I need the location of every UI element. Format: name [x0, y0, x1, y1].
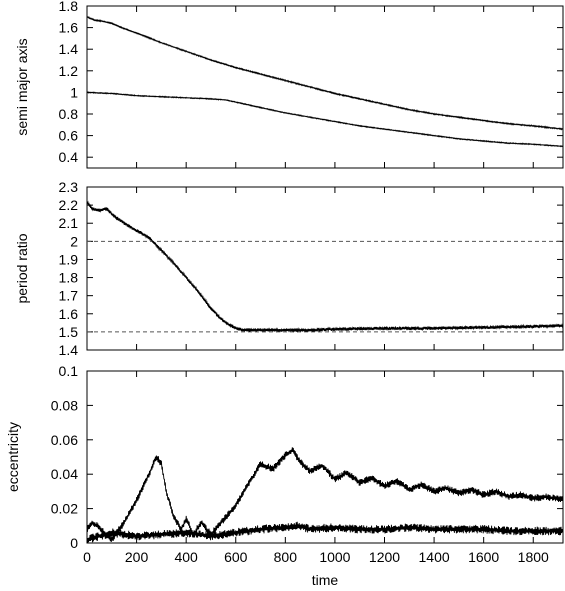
y-axis-label: period ratio: [14, 233, 30, 303]
panel-semi-major-axis: 0.4 0.6 0.8 1 1.2 1.4 1.6 1.8 semi major axis: [14, 0, 564, 169]
x-tick-label: 1600: [468, 549, 499, 565]
x-axis-label: time: [312, 572, 339, 588]
y-tick-label: 1.6: [59, 306, 79, 322]
x-tick-label: 1400: [419, 549, 450, 565]
x-tick-label: 200: [125, 549, 149, 565]
y-tick-label: 1.8: [59, 0, 79, 14]
y-axis-label: eccentricity: [5, 422, 21, 492]
y-tick-label: 1.8: [59, 270, 79, 286]
y-tick-label: 0.06: [51, 432, 78, 448]
x-tick-label: 400: [174, 549, 198, 565]
y-tick-label: 0: [70, 535, 78, 551]
panel-period-ratio: 1.4 1.5 1.6 1.7 1.8 1.9 2 2.1 2.2 2.3 period ratio: [14, 179, 564, 358]
y-tick-label: 1: [70, 84, 78, 100]
series-line: [86, 15, 564, 131]
x-tick-label: 1000: [319, 549, 350, 565]
x-tick-label: 600: [224, 549, 248, 565]
series-line: [86, 447, 564, 543]
y-tick-label: 0.4: [59, 149, 79, 165]
y-tick-label: 2.3: [59, 179, 79, 195]
y-tick-label: 1.2: [59, 63, 79, 79]
y-tick-label: 0.8: [59, 106, 79, 122]
y-tick-label: 2.1: [59, 215, 79, 231]
plot-frame: [86, 5, 564, 169]
y-tick-label: 1.5: [59, 324, 79, 340]
y-tick-label: 0.04: [51, 466, 78, 482]
series-line: [86, 521, 564, 544]
y-tick-label: 1.7: [59, 288, 79, 304]
series-line: [86, 200, 564, 333]
x-tick-label: 1200: [369, 549, 400, 565]
y-tick-label: 0.1: [59, 363, 79, 379]
y-tick-label: 0.6: [59, 128, 79, 144]
x-tick-label: 1800: [518, 549, 549, 565]
y-tick-label: 1.4: [59, 342, 79, 358]
y-tick-label: 1.9: [59, 251, 79, 267]
y-tick-label: 1.6: [59, 20, 79, 36]
x-tick-label: 0: [83, 549, 91, 565]
y-tick-label: 2.2: [59, 197, 79, 213]
y-tick-label: 0.02: [51, 501, 78, 517]
plot-frame: [86, 370, 564, 544]
series-line: [86, 91, 564, 148]
y-tick-label: 1.4: [59, 41, 79, 57]
y-axis-label: semi major axis: [14, 38, 30, 135]
y-tick-label: 0.08: [51, 397, 78, 413]
y-tick-label: 2: [70, 233, 78, 249]
x-tick-label: 800: [274, 549, 298, 565]
panel-eccentricity: 0 0.02 0.04 0.06 0.08 0.1 0 200 400 600 800 1000 120…: [5, 363, 564, 588]
plot-frame: [86, 186, 564, 351]
